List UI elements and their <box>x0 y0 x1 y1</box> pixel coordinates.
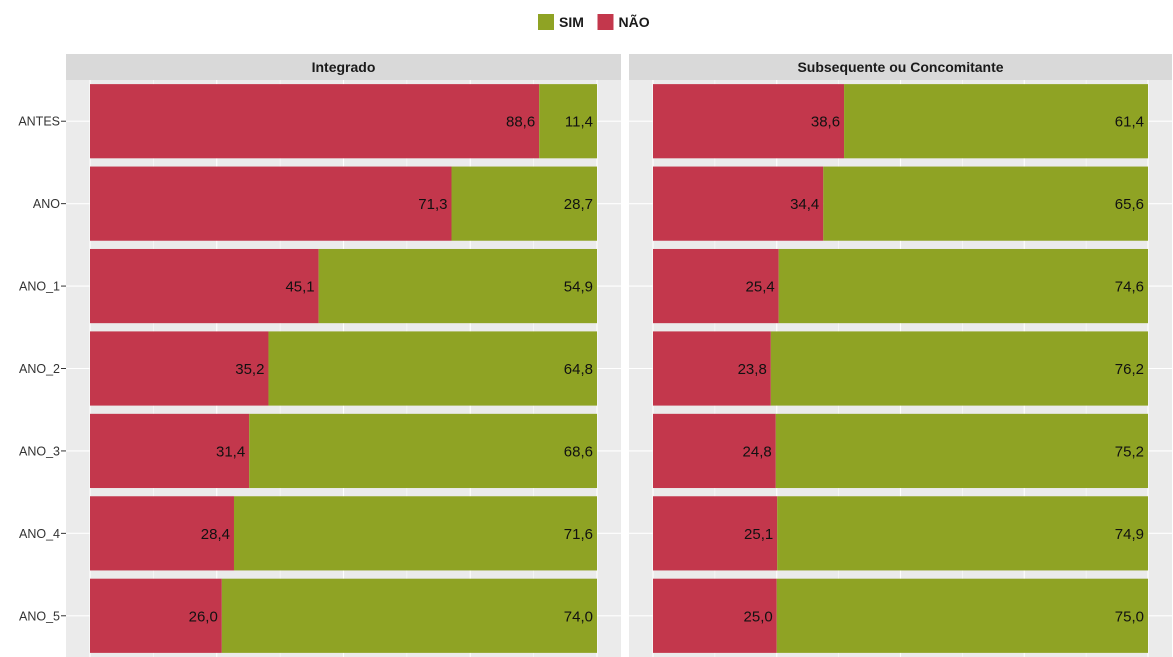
bar-0-4-0 <box>90 413 250 489</box>
y-tick-label-5: ANO_4 <box>19 527 60 541</box>
legend-label-0: SIM <box>559 14 584 30</box>
value-label-0-5-0: 28,4 <box>201 526 230 543</box>
bar-0-6-1 <box>221 578 597 653</box>
value-label-1-3-0: 23,8 <box>738 361 767 378</box>
bar-1-3-0 <box>653 331 771 406</box>
value-label-0-3-0: 35,2 <box>235 361 264 378</box>
y-tick-label-0: ANTES <box>18 115 60 129</box>
value-label-1-0-0: 38,6 <box>811 114 840 131</box>
bar-1-2-0 <box>653 248 779 324</box>
value-label-1-4-1: 75,2 <box>1115 443 1144 460</box>
bar-0-2-1 <box>318 248 597 324</box>
bar-1-1-1 <box>823 166 1148 241</box>
value-label-0-4-0: 31,4 <box>216 443 245 460</box>
bar-0-5-1 <box>233 496 597 571</box>
bar-1-3-1 <box>770 331 1148 406</box>
y-axis: ANTES ANO ANO_1 ANO_2 ANO_3 ANO_4 ANO_5 <box>18 115 66 623</box>
bar-0-6-0 <box>90 578 222 653</box>
legend-key-1 <box>597 14 614 30</box>
facet-title-1: Subsequente ou Concomitante <box>797 59 1003 75</box>
bar-1-0-0 <box>653 84 845 159</box>
value-label-1-1-1: 65,6 <box>1115 196 1144 213</box>
value-label-1-0-1: 61,4 <box>1115 114 1144 131</box>
facet-strip-1 <box>629 54 1172 80</box>
value-label-1-4-0: 24,8 <box>743 443 772 460</box>
y-tick-label-1: ANO <box>33 197 60 211</box>
value-label-0-2-0: 45,1 <box>285 279 314 296</box>
value-label-0-3-1: 64,8 <box>564 361 593 378</box>
value-label-1-2-1: 74,6 <box>1115 279 1144 296</box>
bar-1-5-0 <box>653 496 778 571</box>
bar-1-6-1 <box>776 578 1148 653</box>
value-label-0-6-1: 74,0 <box>564 608 593 625</box>
value-label-0-4-1: 68,6 <box>564 443 593 460</box>
facet-panels: Integrado 88,6 11,4 71,3 28,7 45,1 54,9 35,2 64,… <box>66 54 1172 657</box>
legend-key-0 <box>538 14 554 30</box>
bar-1-2-1 <box>778 248 1148 324</box>
bar-1-0-1 <box>844 84 1148 159</box>
legend: SIM NÃO <box>538 13 650 30</box>
value-label-1-1-0: 34,4 <box>790 196 819 213</box>
y-tick-label-6: ANO_5 <box>19 609 60 623</box>
y-tick-label-4: ANO_3 <box>19 444 60 458</box>
value-label-1-5-1: 74,9 <box>1115 526 1144 543</box>
value-label-1-2-0: 25,4 <box>746 279 775 296</box>
facet-panel-1: Subsequente ou Concomitante 38,6 61,4 34,4 6… <box>629 54 1172 657</box>
bar-1-5-1 <box>777 496 1148 571</box>
bar-0-3-1 <box>268 331 597 406</box>
value-label-0-5-1: 71,6 <box>564 526 593 543</box>
bar-0-4-1 <box>249 413 597 489</box>
value-label-0-2-1: 54,9 <box>564 279 593 296</box>
bar-0-2-0 <box>90 248 319 324</box>
bar-0-5-0 <box>90 496 234 571</box>
bar-1-4-0 <box>653 413 776 489</box>
facet-panel-0: Integrado 88,6 11,4 71,3 28,7 45,1 54,9 35,2 64,… <box>66 54 621 657</box>
value-label-1-6-1: 75,0 <box>1115 608 1144 625</box>
value-label-1-3-1: 76,2 <box>1115 361 1144 378</box>
value-label-0-0-1: 11,4 <box>565 114 593 131</box>
bar-0-1-0 <box>90 166 452 241</box>
bar-0-0-1 <box>539 84 597 159</box>
value-label-1-5-0: 25,1 <box>744 526 773 543</box>
value-label-0-1-0: 71,3 <box>418 196 447 213</box>
value-label-0-1-1: 28,7 <box>564 196 593 213</box>
bar-0-3-0 <box>90 331 269 406</box>
bar-0-1-1 <box>451 166 597 241</box>
y-tick-label-3: ANO_2 <box>19 362 60 376</box>
facet-strip-0 <box>66 54 621 80</box>
value-label-0-6-0: 26,0 <box>189 608 218 625</box>
y-tick-label-2: ANO_1 <box>19 280 60 294</box>
bar-1-1-0 <box>653 166 824 241</box>
legend-label-1: NÃO <box>619 13 650 30</box>
value-label-0-0-0: 88,6 <box>506 114 535 131</box>
bar-0-0-0 <box>90 84 540 159</box>
value-label-1-6-0: 25,0 <box>744 608 773 625</box>
facet-title-0: Integrado <box>312 59 376 75</box>
bar-1-6-0 <box>653 578 777 653</box>
bar-1-4-1 <box>775 413 1148 489</box>
